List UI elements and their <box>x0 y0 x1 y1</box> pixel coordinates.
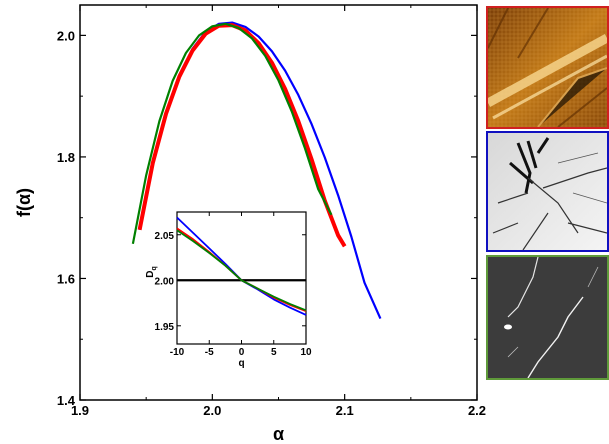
inset-x-tick-label: 0 <box>239 347 245 358</box>
orange-texture-image <box>486 6 609 129</box>
inset-x-tick-label: -5 <box>205 347 214 358</box>
inset-series-line-2 <box>176 229 307 312</box>
main-series-line-2 <box>131 22 333 245</box>
inset-y-tick-label: 2.00 <box>155 276 175 287</box>
inset-plot-frame <box>176 211 307 345</box>
y-tick-label: 1.6 <box>57 271 75 286</box>
inset-chart: -10 -5 0 5 10 1.95 2.00 2.05 q Dq <box>145 211 312 369</box>
inset-x-tick-label: 5 <box>271 347 277 358</box>
inset-y-axis-label: Dq <box>145 266 158 278</box>
inset-y-tick-label: 2.05 <box>155 231 175 242</box>
main-chart: 1.9 2.0 2.1 2.2 1.4 1.6 1.8 2.0 α f(α) <box>14 4 486 444</box>
inset-y-tick-label: 1.95 <box>155 322 175 333</box>
y-axis-label: f(α) <box>14 188 34 217</box>
y-tick-label: 2.0 <box>57 28 75 43</box>
x-tick-label: 2.1 <box>336 403 354 418</box>
y-tick-label: 1.4 <box>57 393 76 408</box>
x-axis-label: α <box>273 424 284 444</box>
x-tick-label: 2.2 <box>468 403 486 418</box>
y-tick-label: 1.8 <box>57 150 75 165</box>
cracked-surface-image <box>486 131 609 252</box>
main-series-line-1 <box>137 23 347 248</box>
inset-x-axis-label: q <box>238 358 244 369</box>
x-tick-label: 2.0 <box>203 403 221 418</box>
inset-x-tick-label: 10 <box>300 347 312 358</box>
x-tick-label: 1.9 <box>71 403 89 418</box>
inset-x-tick-label: -10 <box>170 347 185 358</box>
dark-fracture-image <box>486 255 609 380</box>
